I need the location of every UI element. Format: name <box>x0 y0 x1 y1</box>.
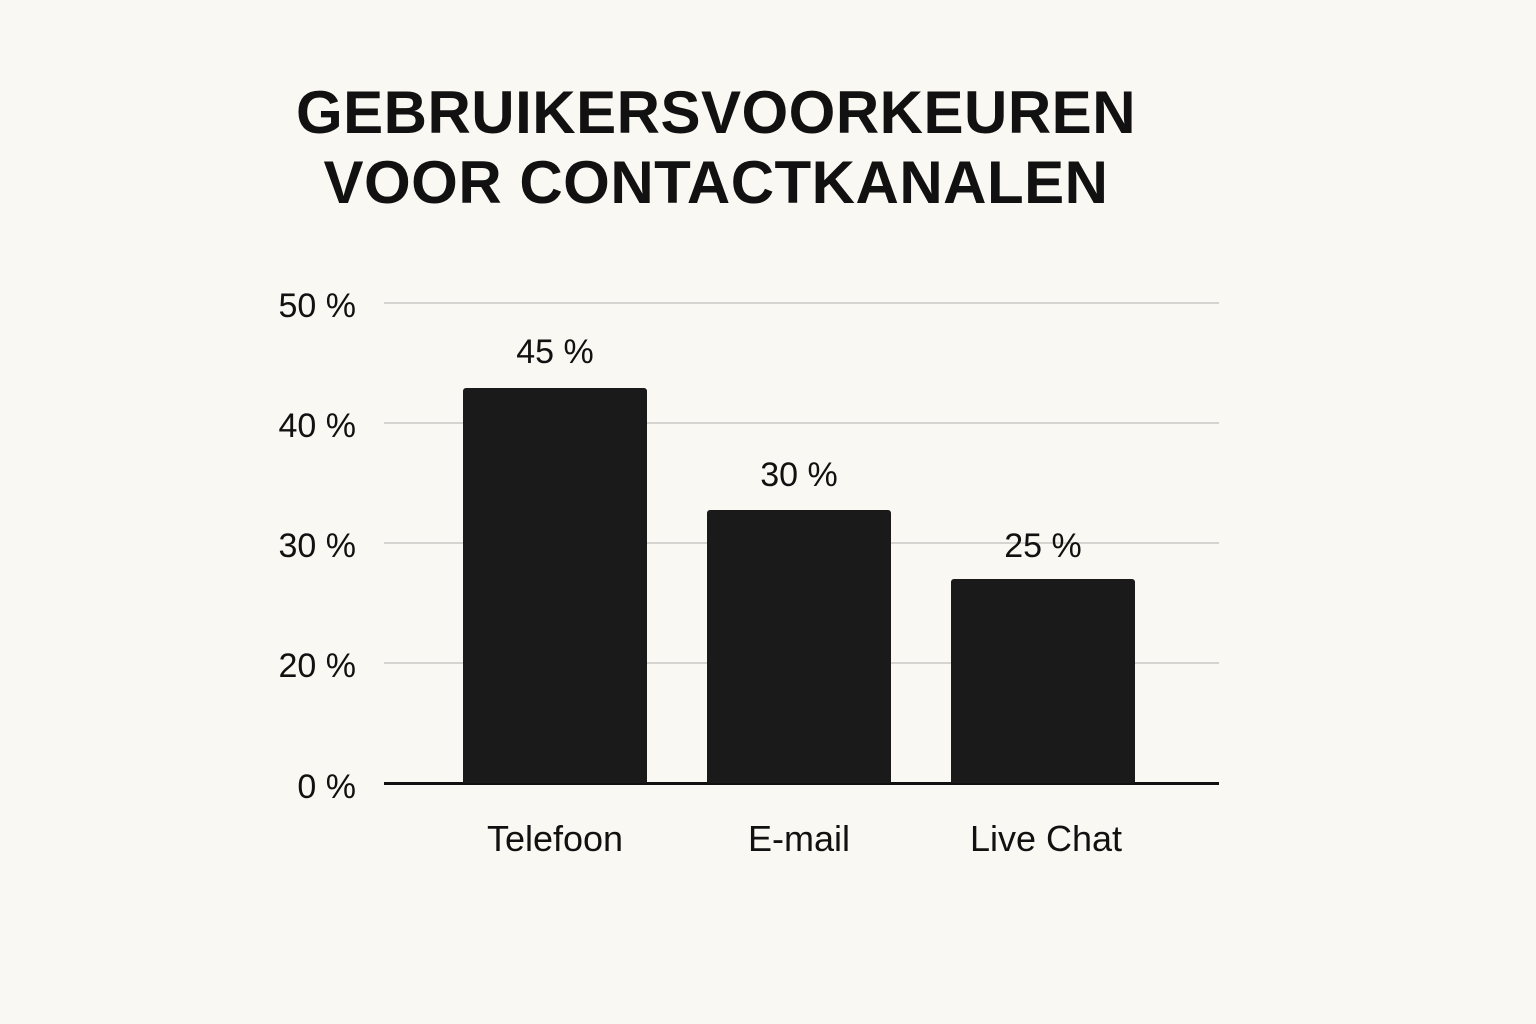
x-axis-baseline <box>384 782 1219 785</box>
value-label-email: 30 % <box>760 456 838 494</box>
bar-telefoon <box>463 388 647 783</box>
bar-live-chat <box>951 579 1135 783</box>
ytick-0: 0 % <box>297 768 356 806</box>
ytick-30: 30 % <box>278 527 357 565</box>
ytick-20: 20 % <box>278 647 357 685</box>
ytick-40: 40 % <box>278 407 357 445</box>
ytick-50: 50 % <box>278 287 357 325</box>
gridline-50 <box>384 302 1219 304</box>
chart-title: GEBRUIKERSVOORKEUREN VOOR CONTACTKANALEN <box>0 78 1432 218</box>
chart-title-line-1: GEBRUIKERSVOORKEUREN <box>295 79 1137 146</box>
xlabel-live-chat: Live Chat <box>969 818 1123 859</box>
chart-title-line-2: VOOR CONTACTKANALEN <box>323 149 1109 216</box>
gridline-40 <box>384 422 1219 424</box>
xlabel-telefoon: Telefoon <box>486 818 624 859</box>
value-label-live-chat: 25 % <box>1004 527 1082 565</box>
value-label-telefoon: 45 % <box>516 333 594 371</box>
xlabel-email: E-mail <box>747 818 850 859</box>
bar-email <box>707 510 891 783</box>
